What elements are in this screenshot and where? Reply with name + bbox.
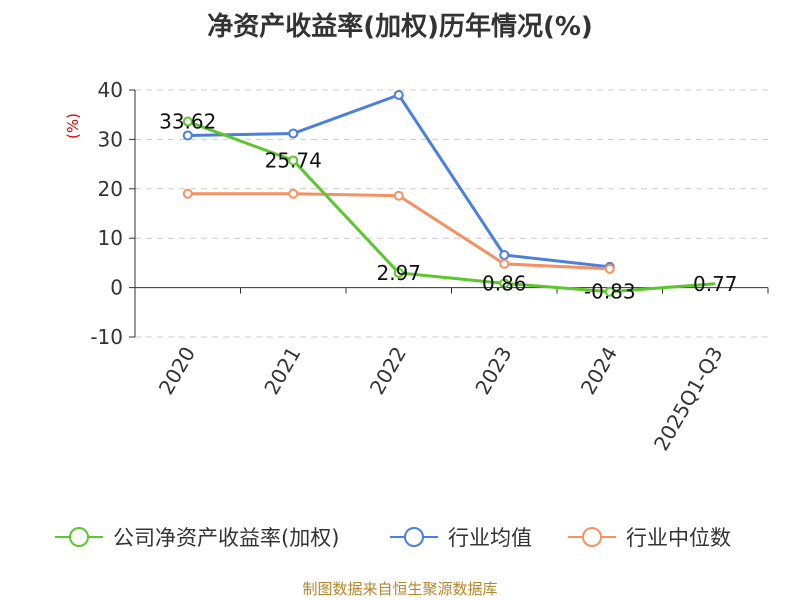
data-point: [393, 267, 404, 278]
legend-label: 行业均值: [448, 526, 532, 550]
y-tick-label: 20: [98, 177, 123, 201]
data-point: [288, 128, 299, 139]
data-point: [288, 188, 299, 199]
y-tick-label: 40: [98, 78, 123, 102]
x-tick-label: 2023: [470, 343, 516, 399]
series-line: [187, 192, 610, 271]
y-tick-label: 30: [98, 127, 123, 151]
legend-marker: [582, 527, 602, 547]
x-tick-label: 2020: [154, 343, 200, 399]
y-axis-label: (%): [64, 113, 82, 139]
chart-title: 净资产收益率(加权)历年情况(%): [207, 12, 593, 42]
legend-label: 公司净资产收益率(加权): [113, 526, 339, 550]
y-tick-label: 0: [110, 276, 123, 300]
data-point: [182, 130, 193, 141]
data-point: [499, 278, 510, 289]
legend-marker: [404, 527, 424, 547]
data-source: 制图数据来自恒生聚源数据库: [302, 580, 498, 598]
data-label: 0.86: [482, 271, 527, 295]
data-point: [499, 249, 510, 260]
x-tick-label: 2021: [259, 343, 305, 399]
series-line: [187, 93, 610, 269]
data-point: [182, 116, 193, 127]
data-point: [604, 286, 615, 297]
data-label: 25.74: [265, 148, 322, 172]
series-line: [187, 120, 716, 294]
data-label: 0.77: [693, 272, 738, 296]
x-tick-label: 2022: [365, 343, 411, 399]
data-point: [604, 263, 615, 274]
legend-label: 行业中位数: [626, 526, 731, 550]
y-tick-label: -10: [90, 325, 123, 349]
data-point: [393, 89, 404, 100]
y-tick-label: 10: [98, 226, 123, 250]
data-label: 33.62: [159, 110, 216, 134]
legend-marker: [69, 527, 89, 547]
data-point: [288, 155, 299, 166]
data-point: [393, 190, 404, 201]
x-tick-label: 2025Q1-Q3: [649, 343, 728, 455]
data-label: 2.97: [376, 261, 421, 285]
data-label: -0.83: [584, 280, 636, 304]
x-tick-label: 2024: [576, 343, 622, 399]
data-point: [499, 258, 510, 269]
data-point: [182, 188, 193, 199]
